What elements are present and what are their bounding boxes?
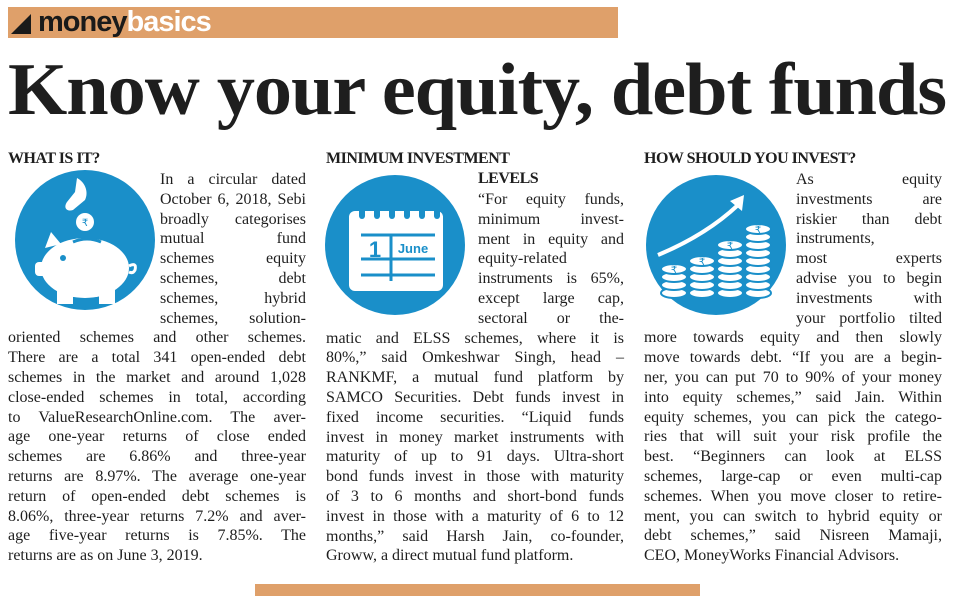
- body-text-line: except large cap,: [478, 290, 624, 307]
- body-text-line: schemes, hybrid: [160, 289, 306, 307]
- svg-text:₹: ₹: [755, 225, 761, 236]
- body-text-line: maturity of up to 91 days. Ultra-short: [326, 448, 624, 466]
- body-text-line: riskier than debt: [796, 210, 942, 228]
- body-text-line: instruments,: [796, 230, 875, 248]
- body-text-line: SAMCO Securities. Debt funds invest in: [326, 389, 624, 406]
- body-text-line: into equity schemes,” said Jain. Within: [644, 388, 942, 406]
- body-text-line: As equity: [796, 171, 942, 188]
- brand-basics: basics: [126, 6, 211, 38]
- piggy-bank-rupee-coin-icon: ₹: [15, 170, 155, 315]
- body-text-line: There are a total 341 open-ended debt: [8, 349, 306, 367]
- column-heading: HOW SHOULD YOU INVEST?: [644, 150, 856, 167]
- body-text-line: “For equity funds,: [478, 191, 624, 208]
- body-text-line: more towards equity and then slowly: [644, 329, 942, 347]
- body-text-line: months,” said Harsh Jain, co-founder,: [326, 527, 624, 545]
- calendar-month: June: [398, 241, 428, 256]
- body-text-line: ner, you can put 70 to 90% of your money: [644, 369, 942, 386]
- body-text-line: equity-related: [478, 250, 567, 268]
- body-text-line: broadly categorises: [160, 210, 306, 228]
- body-text-line: ment, you can switch to hybrid equity or: [644, 507, 942, 525]
- next-article-banner: [255, 584, 700, 596]
- rising-coin-stacks-icon: ₹ ₹ ₹ ₹: [646, 175, 786, 320]
- body-text-line: schemes equity: [160, 250, 306, 268]
- body-text-line: oriented schemes and other schemes.: [8, 329, 306, 347]
- calendar-icon: 1 June: [325, 175, 465, 320]
- body-text-line: your portfolio tilted: [796, 309, 942, 327]
- body-text-line: schemes, solution-: [160, 309, 306, 327]
- column-heading: WHAT IS IT?: [8, 150, 100, 167]
- body-text-line: advise you to begin: [796, 270, 942, 287]
- body-text-line: schemes are 6.86% and three-year: [8, 448, 306, 466]
- body-text-line: ment in equity and: [478, 230, 624, 248]
- body-text-line: October 6, 2018, Sebi: [160, 190, 306, 208]
- column-heading: MINIMUM INVESTMENT: [326, 150, 510, 167]
- body-text-line: schemes, debt: [160, 270, 306, 287]
- body-text-line: investments with: [796, 289, 942, 307]
- svg-text:₹: ₹: [671, 265, 677, 276]
- body-text-line: age one-year returns of close ended: [8, 428, 306, 446]
- body-text-line: matic and ELSS schemes, where it is: [326, 329, 624, 347]
- body-text-line: 80%,” said Omkeshwar Singh, head –: [326, 349, 624, 367]
- body-text-line: Groww, a direct mutual fund platform.: [326, 547, 574, 565]
- body-text-line: schemes. When you move closer to retire-: [644, 487, 942, 505]
- headline: Know your equity, debt funds: [8, 49, 947, 131]
- body-text-line: returns are 8.97%. The average one-year: [8, 468, 306, 485]
- svg-text:₹: ₹: [727, 241, 733, 252]
- body-text-line: best. “Beginners can look at ELSS: [644, 448, 942, 466]
- body-text-line: debt schemes,” said Nisreen Mamaji,: [644, 527, 942, 545]
- body-text-line: ries that will suit your risk profile th…: [644, 428, 942, 446]
- body-text-line: to ValueResearchOnline.com. The aver-: [8, 408, 306, 426]
- body-text-line: schemes, large-cap or even multi-cap: [644, 468, 942, 485]
- column-heading: LEVELS: [478, 170, 539, 187]
- body-text-line: In a circular dated: [160, 171, 306, 188]
- body-text-line: returns are as on June 3, 2019.: [8, 547, 203, 565]
- body-text-line: of 3 to 6 months and short-bond funds: [326, 488, 624, 505]
- body-text-line: fixed income securities. “Liquid funds: [326, 408, 624, 426]
- triangle-marker-icon: [11, 14, 31, 34]
- svg-text:₹: ₹: [699, 257, 705, 268]
- body-text-line: mutual fund: [160, 230, 306, 248]
- body-text-line: equity schemes, you can pick the catego-: [644, 408, 942, 426]
- body-text-line: move towards debt. “If you are a begin-: [644, 349, 942, 367]
- body-text-line: invest in money market instruments with: [326, 428, 624, 446]
- body-text-line: 8.06%, three-year returns 7.2% and aver-: [8, 507, 306, 525]
- body-text-line: schemes in the market and around 1,028: [8, 369, 306, 386]
- svg-text:₹: ₹: [82, 218, 88, 229]
- body-text-line: minimum invest-: [478, 210, 624, 228]
- body-text-line: invest in those with a maturity of 6 to …: [326, 507, 624, 525]
- brand-money: money: [38, 6, 127, 38]
- section-banner: moneybasics: [8, 7, 618, 38]
- body-text-line: RANKMF, a mutual fund platform by: [326, 369, 624, 387]
- section-brand: moneybasics: [38, 6, 212, 38]
- calendar-day: 1: [369, 237, 381, 262]
- body-text-line: age five-year returns is 7.85%. The: [8, 527, 306, 545]
- body-text-line: CEO, MoneyWorks Financial Advisors.: [644, 547, 900, 565]
- body-text-line: instruments is 65%,: [478, 270, 624, 288]
- body-text-line: close-ended schemes in total, according: [8, 388, 306, 406]
- body-text-line: return of open-ended debt schemes is: [8, 487, 306, 505]
- body-text-line: sectoral or the-: [478, 309, 624, 327]
- body-text-line: most experts: [796, 250, 942, 268]
- body-text-line: investments are: [796, 190, 942, 208]
- body-text-line: bond funds invest in those with maturity: [326, 468, 624, 486]
